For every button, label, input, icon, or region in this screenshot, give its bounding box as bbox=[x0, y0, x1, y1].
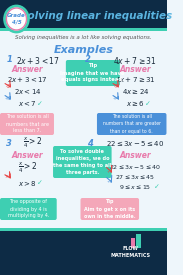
Text: $4x + 7 \geq 31$: $4x + 7 \geq 31$ bbox=[113, 54, 157, 65]
FancyBboxPatch shape bbox=[81, 198, 139, 220]
Text: -7: -7 bbox=[114, 84, 119, 89]
Text: Answer: Answer bbox=[12, 65, 43, 75]
Text: +5: +5 bbox=[107, 170, 113, 174]
FancyBboxPatch shape bbox=[97, 113, 167, 135]
FancyBboxPatch shape bbox=[131, 238, 135, 248]
Text: $x < 7$: $x < 7$ bbox=[18, 100, 37, 109]
Text: -3: -3 bbox=[6, 84, 11, 89]
Text: $2x < 14$: $2x < 14$ bbox=[14, 87, 41, 97]
Text: 1: 1 bbox=[6, 56, 12, 65]
Text: Answer: Answer bbox=[119, 152, 151, 161]
Text: $27 \leq 3x \leq 45$: $27 \leq 3x \leq 45$ bbox=[115, 173, 156, 181]
Text: 4: 4 bbox=[87, 139, 93, 147]
Text: $22 \leq 3x - 5 \leq 40$: $22 \leq 3x - 5 \leq 40$ bbox=[109, 163, 161, 171]
FancyBboxPatch shape bbox=[0, 113, 54, 135]
Text: Grade
4/5: Grade 4/5 bbox=[7, 13, 26, 24]
Text: ✓: ✓ bbox=[145, 101, 151, 107]
FancyBboxPatch shape bbox=[0, 28, 167, 31]
Text: Solving linear inequalities: Solving linear inequalities bbox=[20, 11, 172, 21]
Text: Solving inequalities is a lot like solving equations.: Solving inequalities is a lot like solvi… bbox=[15, 34, 152, 40]
Text: $2x + 3 < 17$: $2x + 3 < 17$ bbox=[7, 76, 48, 84]
Text: $4x \geq 24$: $4x \geq 24$ bbox=[122, 87, 149, 97]
Text: ×4: ×4 bbox=[5, 174, 12, 178]
FancyBboxPatch shape bbox=[136, 234, 141, 248]
Text: $\frac{x}{4} > 2$: $\frac{x}{4} > 2$ bbox=[23, 136, 43, 150]
Text: 2: 2 bbox=[85, 56, 91, 65]
Text: $2x + 3 < 17$: $2x + 3 < 17$ bbox=[16, 54, 60, 65]
FancyBboxPatch shape bbox=[0, 0, 167, 28]
Text: $22 \leq 3x - 5 \leq 40$: $22 \leq 3x - 5 \leq 40$ bbox=[106, 139, 165, 147]
Text: ÷4: ÷4 bbox=[113, 95, 120, 100]
Text: The solution is all
numbers that are greater
than or equal to 6.: The solution is all numbers that are gre… bbox=[103, 114, 161, 133]
Text: The opposite of
dividing by 4 is
multiplying by 4.: The opposite of dividing by 4 is multipl… bbox=[8, 199, 49, 219]
Text: The solution is all
numbers that are
less than 7.: The solution is all numbers that are les… bbox=[6, 114, 49, 133]
Text: $x > 8$: $x > 8$ bbox=[18, 178, 37, 188]
Text: $x \geq 6$: $x \geq 6$ bbox=[126, 100, 145, 109]
Text: ✓: ✓ bbox=[154, 184, 160, 190]
Text: $\frac{x}{4} > 2$: $\frac{x}{4} > 2$ bbox=[18, 161, 37, 175]
Circle shape bbox=[5, 6, 28, 32]
Text: Examples: Examples bbox=[53, 45, 113, 55]
FancyBboxPatch shape bbox=[0, 228, 167, 231]
Text: ÷3: ÷3 bbox=[107, 180, 113, 184]
Text: $4x + 7 \geq 31$: $4x + 7 \geq 31$ bbox=[115, 76, 156, 84]
FancyBboxPatch shape bbox=[125, 242, 130, 248]
Text: Tip
Aim to get x on its
own in the middle.: Tip Aim to get x on its own in the middl… bbox=[84, 199, 136, 219]
Text: ✓: ✓ bbox=[37, 101, 43, 107]
FancyBboxPatch shape bbox=[66, 60, 120, 86]
Text: Answer: Answer bbox=[119, 65, 151, 75]
Text: FLOW
MATHEMATICS: FLOW MATHEMATICS bbox=[111, 246, 151, 258]
FancyBboxPatch shape bbox=[53, 146, 112, 178]
FancyBboxPatch shape bbox=[0, 231, 167, 275]
Text: $9 \leq x \leq 15$: $9 \leq x \leq 15$ bbox=[119, 183, 152, 191]
Text: Tip
Imagine that we have
equals signs instead.: Tip Imagine that we have equals signs in… bbox=[60, 64, 125, 82]
Text: Answer: Answer bbox=[12, 152, 43, 161]
Text: ÷2: ÷2 bbox=[5, 95, 12, 100]
FancyBboxPatch shape bbox=[0, 198, 57, 220]
Text: ✓: ✓ bbox=[37, 180, 43, 186]
Text: 3: 3 bbox=[6, 139, 12, 147]
Text: To solve double
inequalities, we do
the same thing to all
three parts.: To solve double inequalities, we do the … bbox=[53, 149, 112, 175]
